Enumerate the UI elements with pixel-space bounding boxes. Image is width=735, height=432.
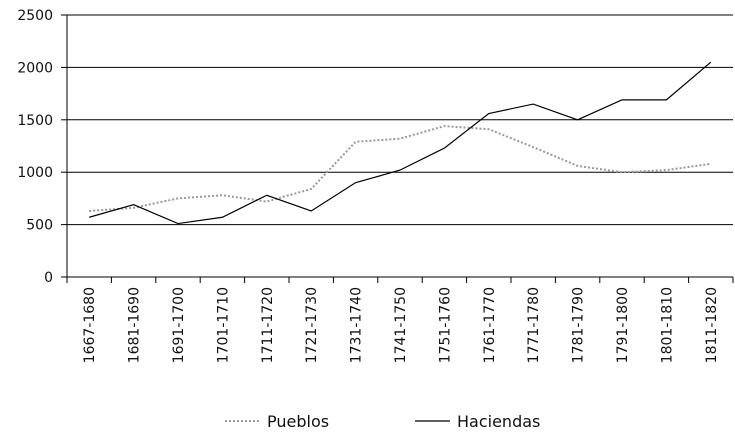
x-tick-label: 1751-1760	[437, 287, 453, 363]
x-tick-label: 1721-1730	[304, 287, 320, 363]
x-tick-label: 1681-1690	[127, 287, 143, 363]
x-tick-label: 1771-1780	[526, 287, 542, 363]
y-tick-label: 1000	[17, 165, 53, 181]
x-tick-label: 1811-1820	[704, 287, 720, 363]
series-line	[89, 125, 711, 212]
x-tick-label: 1791-1800	[615, 287, 631, 363]
x-tick-label: 1667-1680	[82, 287, 98, 363]
x-tick-label: 1701-1710	[215, 287, 231, 363]
y-tick-label: 0	[44, 270, 53, 286]
y-tick-label: 2000	[17, 60, 53, 76]
legend-label: Pueblos	[267, 412, 329, 431]
x-tick-label: 1711-1720	[260, 287, 276, 363]
x-tick-label: 1761-1770	[482, 287, 498, 363]
y-tick-label: 500	[26, 218, 53, 234]
x-tick-label: 1781-1790	[571, 287, 587, 363]
y-tick-label: 2500	[17, 8, 53, 24]
x-tick-label: 1801-1810	[659, 287, 675, 363]
legend-label: Haciendas	[457, 412, 540, 431]
x-tick-label: 1691-1700	[171, 287, 187, 363]
x-tick-label: 1731-1740	[349, 287, 365, 363]
series-line	[89, 61, 712, 225]
x-tick-label: 1741-1750	[393, 287, 409, 363]
y-tick-label: 1500	[17, 113, 53, 129]
